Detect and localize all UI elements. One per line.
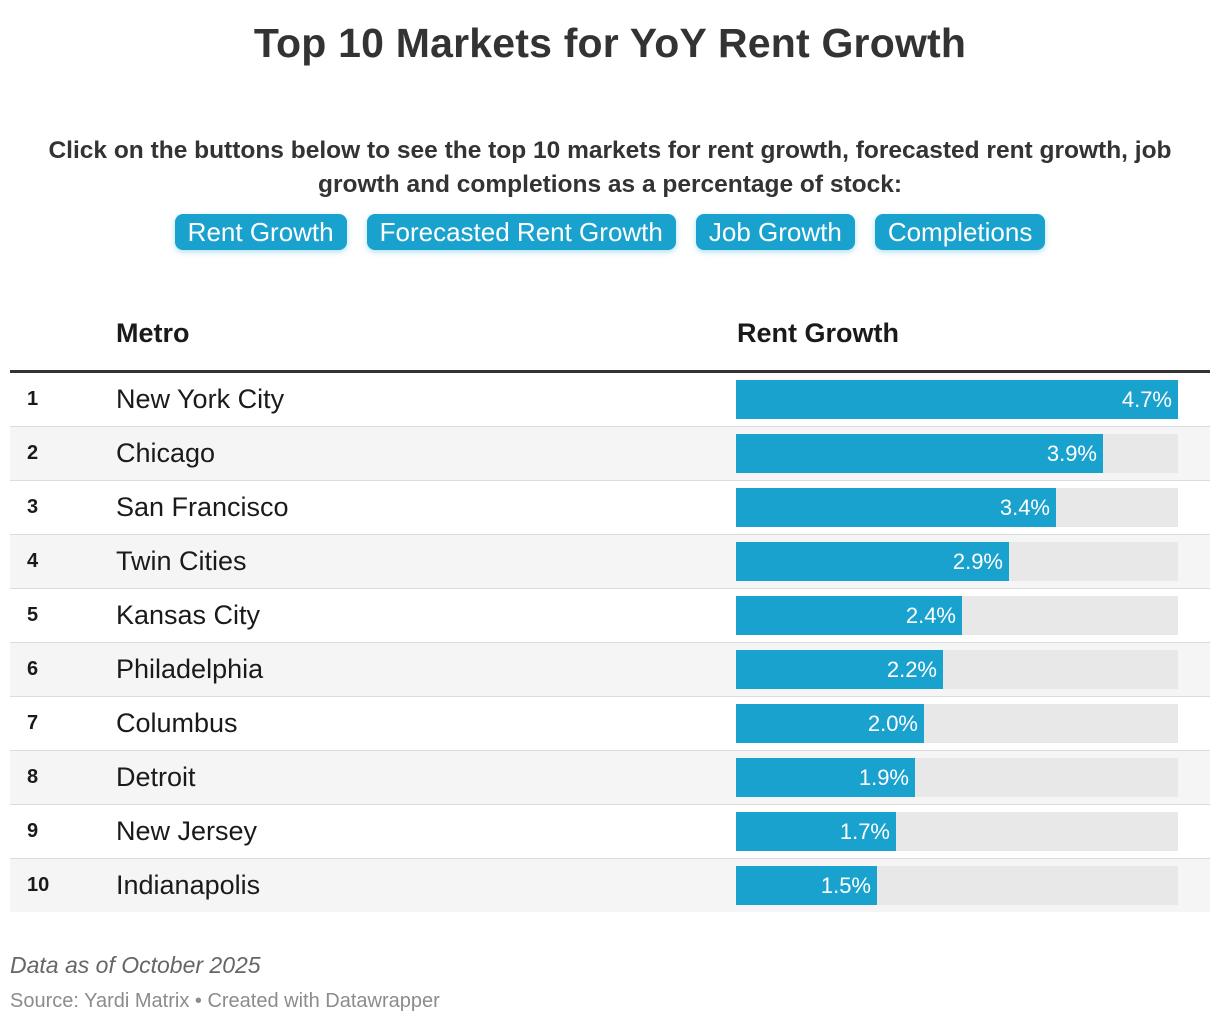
rank-number: 5 bbox=[27, 604, 39, 626]
table-row: 3 San Francisco 3.4% bbox=[10, 481, 1210, 535]
bar-value-label: 1.7% bbox=[839, 819, 890, 844]
table-row: 5 Kansas City 2.4% bbox=[10, 589, 1210, 643]
metro-name: San Francisco bbox=[116, 492, 289, 522]
bar-track: 3.9% bbox=[736, 434, 1178, 473]
bar-track: 1.7% bbox=[736, 812, 1178, 851]
rank-number: 6 bbox=[27, 658, 39, 680]
metro-name: New Jersey bbox=[116, 816, 258, 846]
metro-name: Indianapolis bbox=[116, 870, 261, 900]
rank-number: 2 bbox=[27, 442, 39, 464]
table-row: 1 New York City 4.7% bbox=[10, 373, 1210, 427]
metro-name: New York City bbox=[116, 384, 285, 414]
table-row: 2 Chicago 3.9% bbox=[10, 427, 1210, 481]
rent-growth-bar: 2.9% bbox=[736, 542, 1009, 581]
rent-growth-bar: 2.4% bbox=[736, 596, 962, 635]
bar-track: 2.9% bbox=[736, 542, 1178, 581]
bar-value-label: 2.9% bbox=[952, 549, 1003, 574]
bar-track: 2.0% bbox=[736, 704, 1178, 743]
table-row: 4 Twin Cities 2.9% bbox=[10, 535, 1210, 589]
bar-value-label: 1.5% bbox=[820, 873, 871, 898]
rank-number: 7 bbox=[27, 712, 39, 734]
completions-button[interactable]: Completions bbox=[874, 214, 1046, 250]
table-row: 8 Detroit 1.9% bbox=[10, 751, 1210, 805]
rent-growth-bar: 2.2% bbox=[736, 650, 943, 689]
metro-name: Columbus bbox=[116, 708, 238, 738]
rank-table: Metro Rent Growth 1 New York City 4.7% 2 Chi… bbox=[10, 300, 1210, 912]
bar-track: 1.5% bbox=[736, 866, 1178, 905]
table-body: 1 New York City 4.7% 2 Chicago 3.9% 3 San Franc… bbox=[10, 373, 1210, 912]
table-row: 6 Philadelphia 2.2% bbox=[10, 643, 1210, 697]
source-credit: Source: Yardi Matrix • Created with Data… bbox=[10, 990, 440, 1012]
metro-name: Detroit bbox=[116, 762, 196, 792]
bar-track: 2.4% bbox=[736, 596, 1178, 635]
metric-buttons: Rent Growth Forecasted Rent Growth Job G… bbox=[0, 214, 1220, 250]
rent-growth-bar: 1.9% bbox=[736, 758, 915, 797]
bar-track: 1.9% bbox=[736, 758, 1178, 797]
bar-value-label: 2.4% bbox=[905, 603, 956, 628]
rent-growth-bar: 3.9% bbox=[736, 434, 1103, 473]
table-header: Metro Rent Growth bbox=[10, 300, 1210, 373]
bar-track: 3.4% bbox=[736, 488, 1178, 527]
bar-value-label: 2.0% bbox=[867, 711, 918, 736]
chart-title: Top 10 Markets for YoY Rent Growth bbox=[253, 20, 967, 66]
metro-name: Philadelphia bbox=[116, 654, 264, 684]
table-row: 7 Columbus 2.0% bbox=[10, 697, 1210, 751]
rank-number: 8 bbox=[27, 766, 39, 788]
rent-growth-bar: 3.4% bbox=[736, 488, 1056, 527]
rent-growth-column-header: Rent Growth bbox=[737, 318, 899, 348]
rank-number: 10 bbox=[27, 874, 50, 896]
rent-growth-bar: 4.7% bbox=[736, 380, 1178, 419]
table-row: 10 Indianapolis 1.5% bbox=[10, 859, 1210, 912]
rank-number: 4 bbox=[27, 550, 39, 572]
bar-value-label: 4.7% bbox=[1121, 387, 1172, 412]
bar-track: 2.2% bbox=[736, 650, 1178, 689]
metro-name: Twin Cities bbox=[116, 546, 247, 576]
metro-name: Chicago bbox=[116, 438, 216, 468]
rank-number: 1 bbox=[27, 388, 39, 410]
rent-growth-bar: 1.7% bbox=[736, 812, 896, 851]
metro-column-header: Metro bbox=[116, 318, 190, 348]
bar-value-label: 3.4% bbox=[999, 495, 1050, 520]
rent-growth-bar: 2.0% bbox=[736, 704, 924, 743]
rank-number: 3 bbox=[27, 496, 39, 518]
bar-value-label: 2.2% bbox=[886, 657, 937, 682]
bar-value-label: 1.9% bbox=[858, 765, 909, 790]
job-growth-button[interactable]: Job Growth bbox=[695, 214, 855, 250]
rent-growth-button[interactable]: Rent Growth bbox=[174, 214, 347, 250]
data-date-note: Data as of October 2025 bbox=[10, 952, 261, 978]
metro-name: Kansas City bbox=[116, 600, 261, 630]
bar-track: 4.7% bbox=[736, 380, 1178, 419]
chart-subtitle: Click on the buttons below to see the to… bbox=[48, 137, 1172, 198]
rank-number: 9 bbox=[27, 820, 39, 842]
bar-value-label: 3.9% bbox=[1046, 441, 1097, 466]
table-row: 9 New Jersey 1.7% bbox=[10, 805, 1210, 859]
rent-growth-bar: 1.5% bbox=[736, 866, 877, 905]
forecasted-rent-growth-button[interactable]: Forecasted Rent Growth bbox=[366, 214, 676, 250]
